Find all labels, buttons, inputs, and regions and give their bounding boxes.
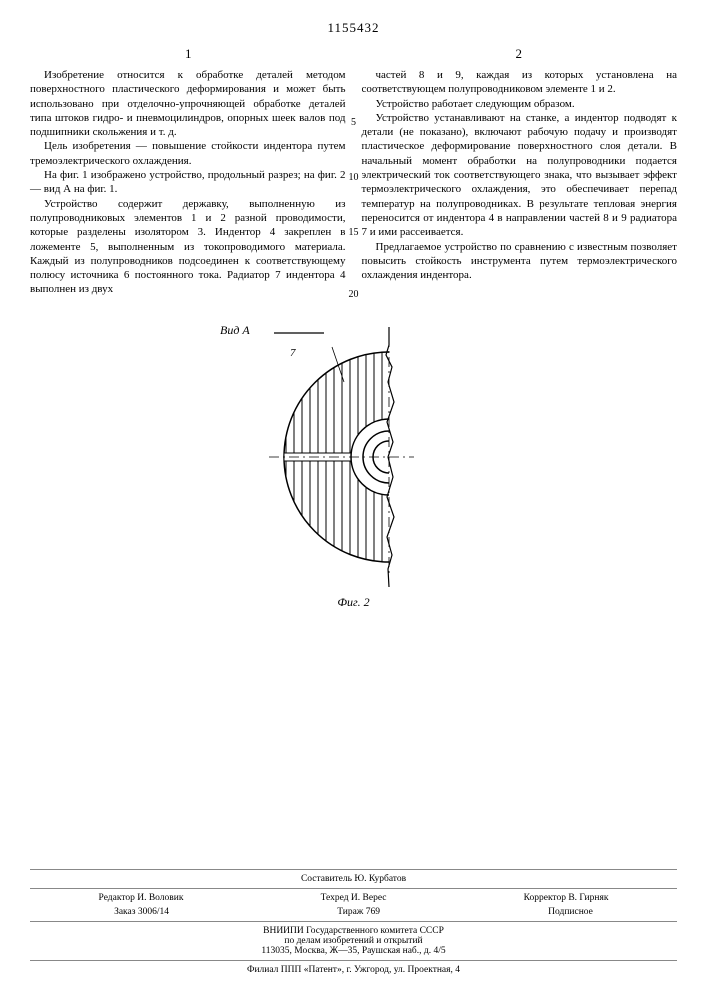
org-line: ВНИИПИ Государственного комитета СССР	[30, 926, 677, 936]
subscription: Подписное	[548, 907, 593, 917]
figure-2: Вид А 7	[30, 327, 677, 610]
paragraph: На фиг. 1 изображено устройство, продоль…	[30, 168, 346, 197]
corrector: Корректор В. Гирняк	[524, 893, 609, 903]
paragraph: Изобретение относится к обработке детале…	[30, 68, 346, 139]
order: Заказ 3006/14	[114, 907, 169, 917]
paragraph: Предлагаемое устройство по сравнению с и…	[362, 240, 678, 283]
figure-caption: Фиг. 2	[30, 595, 677, 610]
text-columns: 5 10 15 20 Изобретение относится к обработк…	[30, 68, 677, 297]
column-numbers: 1 2	[30, 46, 677, 62]
line-marker: 5	[351, 118, 356, 128]
composer-line: Составитель Ю. Курбатов	[30, 869, 677, 889]
paragraph: Устройство устанавливают на станке, а ин…	[362, 111, 678, 240]
figure-svg	[214, 327, 494, 587]
address-line: 113035, Москва, Ж—35, Раушская наб., д. …	[30, 946, 677, 961]
patent-page: 1155432 1 2 5 10 15 20 Изобретение относитс…	[0, 0, 707, 1000]
line-marker: 20	[349, 290, 359, 300]
line-marker: 15	[349, 228, 359, 238]
order-row: Заказ 3006/14 Тираж 769 Подписное	[30, 907, 677, 922]
view-label: Вид А	[220, 323, 250, 338]
left-column: Изобретение относится к обработке детале…	[30, 68, 346, 297]
document-number: 1155432	[30, 20, 677, 36]
paragraph: Устройство содержит державку, выполненну…	[30, 197, 346, 297]
editor: Редактор И. Воловик	[99, 893, 184, 903]
right-column: частей 8 и 9, каждая из которых установл…	[362, 68, 678, 297]
paragraph: частей 8 и 9, каждая из которых установл…	[362, 68, 678, 97]
editor-row: Редактор И. Воловик Техред И. Верес Корр…	[30, 893, 677, 903]
col-num-left: 1	[185, 46, 192, 62]
paragraph: Цель изобретения — повышение стойкости и…	[30, 139, 346, 168]
imprint-footer: Составитель Ю. Курбатов Редактор И. Воло…	[30, 869, 677, 975]
techred: Техред И. Верес	[321, 893, 387, 903]
tirage: Тираж 769	[337, 907, 380, 917]
org-line-2: по делам изобретений и открытий	[30, 936, 677, 946]
line-marker: 10	[349, 173, 359, 183]
filial-line: Филиал ППП «Патент», г. Ужгород, ул. Про…	[30, 965, 677, 975]
paragraph: Устройство работает следующим образом.	[362, 97, 678, 111]
col-num-right: 2	[516, 46, 523, 62]
point-7-label: 7	[290, 347, 296, 359]
